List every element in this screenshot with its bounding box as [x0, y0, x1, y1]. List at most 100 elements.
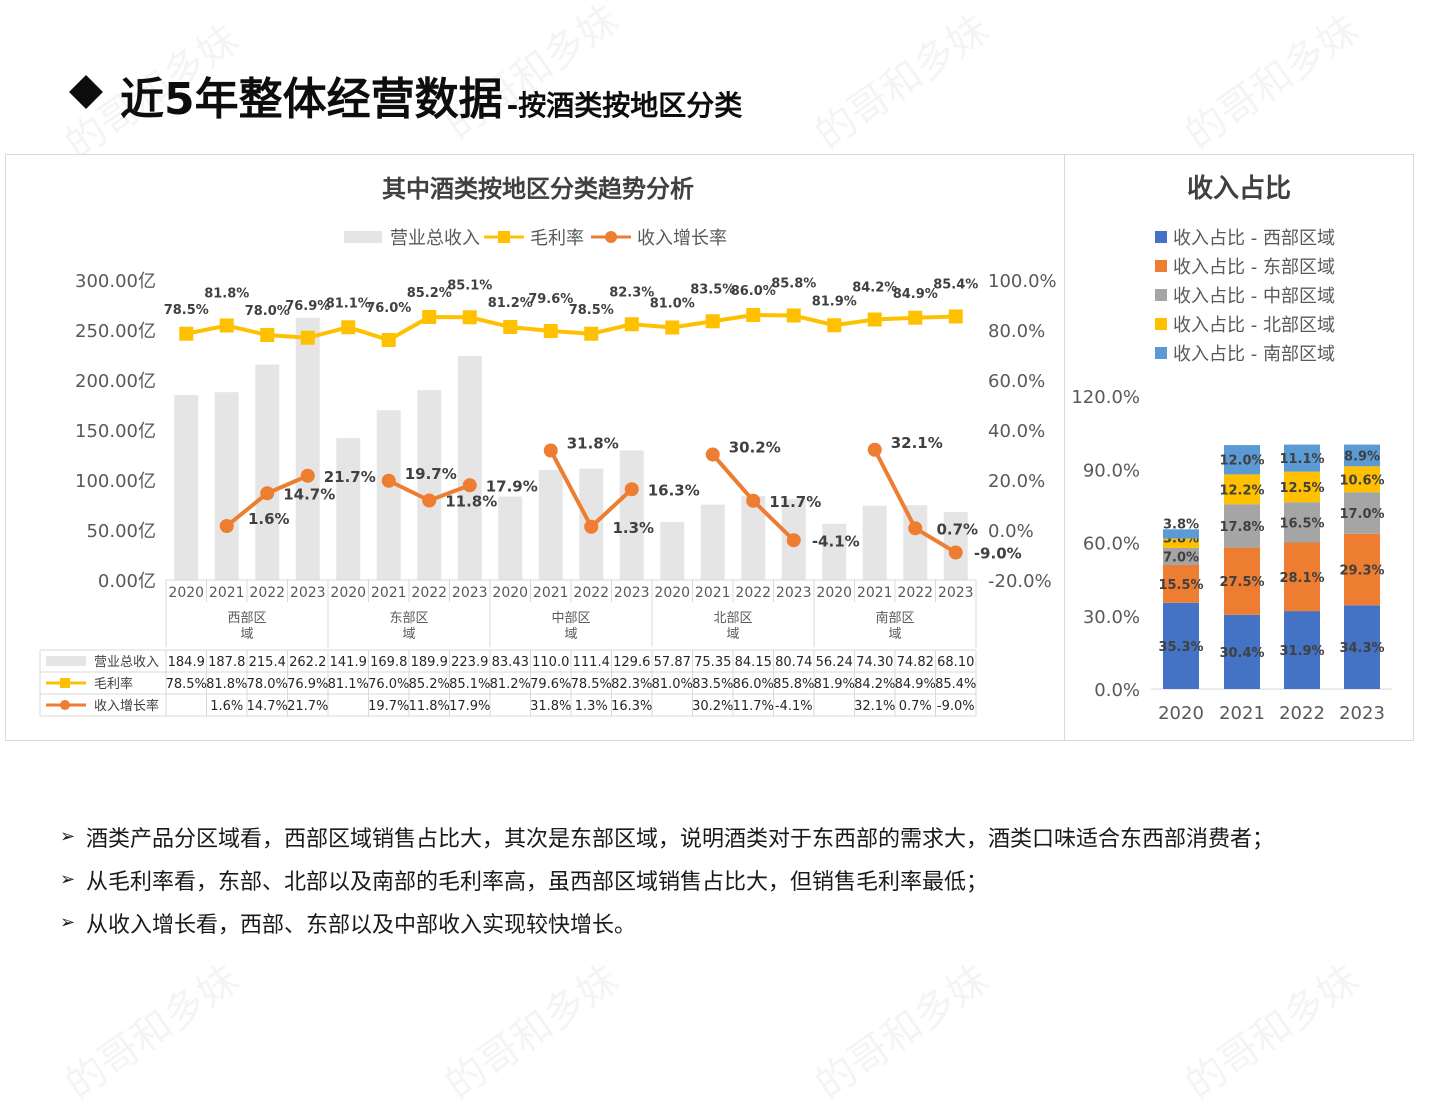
gross-margin-marker: [341, 320, 356, 335]
revenue-bar: [903, 505, 928, 580]
growth-rate-label: 16.3%: [648, 481, 700, 499]
table-cell: 81.8%: [206, 677, 247, 692]
x-year-label: 2021: [695, 585, 731, 601]
stacked-y-tick-label: 30.0%: [1083, 607, 1140, 628]
table-cell: 84.9%: [895, 677, 936, 692]
x-year-label: 2021: [857, 585, 893, 601]
gross-margin-label: 85.1%: [447, 278, 492, 293]
stacked-bar-label: 10.6%: [1339, 473, 1384, 488]
growth-rate-label: 17.9%: [486, 477, 538, 495]
growth-rate-marker: [786, 533, 801, 548]
growth-rate-label: 30.2%: [729, 439, 781, 457]
table-cell: 82.3%: [611, 677, 652, 692]
stacked-bar-label: 12.5%: [1279, 481, 1324, 496]
growth-rate-label: -4.1%: [812, 532, 860, 550]
stacked-legend-swatch: [1155, 347, 1167, 359]
table-cell: 169.8: [370, 655, 407, 670]
stacked-bar-label: 17.8%: [1219, 520, 1264, 535]
growth-rate-label: 11.8%: [445, 493, 497, 511]
watermark: 的哥和多妹: [431, 948, 628, 1110]
table-cell: 80.74: [775, 655, 812, 670]
growth-rate-label: 1.3%: [612, 519, 654, 537]
stacked-x-tick-label: 2022: [1279, 703, 1325, 724]
x-region-label: 南部区: [875, 610, 914, 626]
table-cell: 215.4: [249, 655, 286, 670]
x-year-label: 2020: [330, 585, 366, 601]
growth-rate-marker: [462, 478, 477, 493]
stacked-bar-segment: [1163, 529, 1199, 539]
growth-rate-label: 0.7%: [936, 520, 978, 538]
chart-title: 其中酒类按地区分类趋势分析: [382, 175, 694, 203]
growth-rate-marker: [543, 443, 558, 458]
stacked-y-tick-label: 60.0%: [1083, 534, 1140, 555]
stacked-legend-swatch: [1155, 231, 1167, 243]
arrow-bullet-icon: ➢: [60, 869, 76, 890]
table-cell: 184.9: [168, 655, 205, 670]
y-left-tick-label: 200.00亿: [75, 371, 156, 392]
stacked-x-tick-label: 2021: [1219, 703, 1265, 724]
stacked-legend-label: 收入占比 - 北部区域: [1173, 315, 1335, 336]
growth-rate-label: 14.7%: [283, 485, 335, 503]
legend-label: 收入增长率: [637, 228, 727, 249]
table-cell: 75.35: [694, 655, 731, 670]
watermark: 的哥和多妹: [51, 948, 248, 1110]
page-title: 近5年整体经营数据 -按酒类按地区分类: [66, 52, 742, 122]
table-cell: 74.30: [856, 655, 893, 670]
stacked-bar-segment: [1224, 504, 1260, 548]
stacked-bar-segment: [1284, 471, 1320, 503]
gross-margin-marker: [422, 310, 437, 324]
table-cell: 110.0: [532, 655, 569, 670]
table-cell: 84.15: [735, 655, 772, 670]
table-cell: 76.9%: [287, 677, 328, 692]
table-cell: 86.0%: [733, 677, 774, 692]
revenue-bar: [295, 317, 320, 580]
stacked-bar-label: 8.9%: [1344, 449, 1380, 464]
y-right-tick-label: 20.0%: [988, 471, 1045, 492]
gross-margin-marker: [746, 308, 761, 322]
table-cell: 85.2%: [409, 677, 450, 692]
table-cell: -9.0%: [937, 699, 975, 714]
gross-margin-label: 83.5%: [690, 282, 735, 297]
x-region-label: 东部区: [389, 611, 428, 626]
legend-label: 毛利率: [530, 228, 584, 249]
gross-margin-marker: [624, 317, 639, 332]
table-cell: 57.87: [654, 655, 691, 670]
stacked-bar-label: 31.9%: [1279, 644, 1324, 659]
gross-margin-label: 76.9%: [285, 299, 330, 314]
growth-rate-marker: [381, 473, 396, 488]
revenue-bar: [498, 496, 523, 580]
stacked-bar-label: 3.8%: [1163, 517, 1199, 532]
finding-text: 从毛利率看，东部、北部以及南部的毛利率高，虽西部区域销售占比大，但销售毛利率最低…: [86, 869, 989, 895]
gross-margin-label: 85.4%: [933, 278, 978, 293]
y-left-tick-label: 50.00亿: [86, 521, 156, 542]
stacked-bar-label: 15.5%: [1158, 578, 1203, 593]
table-cell: 85.8%: [773, 677, 814, 692]
table-cell: 78.5%: [571, 677, 612, 692]
x-year-label: 2020: [492, 585, 528, 601]
y-right-tick-label: 100.0%: [988, 271, 1057, 292]
stacked-chart-title: 收入占比: [1187, 174, 1291, 204]
arrow-bullet-icon: ➢: [60, 826, 76, 847]
revenue-bar: [660, 522, 685, 580]
table-cell: 187.8: [208, 655, 245, 670]
revenue-bar: [376, 410, 401, 580]
stacked-bar-segment: [1163, 564, 1199, 603]
growth-rate-marker: [705, 447, 720, 462]
growth-rate-marker: [948, 545, 963, 560]
y-right-tick-label: -20.0%: [988, 571, 1052, 592]
finding-item: ➢ 从收入增长看，西部、东部以及中部收入实现较快增长。: [60, 901, 1400, 944]
table-cell: 83.43: [492, 655, 529, 670]
stacked-bar-segment: [1224, 474, 1260, 505]
watermark: 的哥和多妹: [801, 948, 998, 1110]
stacked-bar-label: 12.2%: [1219, 483, 1264, 498]
growth-rate-marker: [867, 442, 882, 457]
revenue-bar: [174, 395, 199, 580]
x-region-label: 域: [726, 627, 739, 642]
table-legend-square: [60, 678, 70, 688]
legend-marker-square: [498, 231, 510, 243]
table-cell: 189.9: [411, 655, 448, 670]
gross-margin-label: 82.3%: [609, 285, 654, 300]
revenue-bar: [417, 390, 442, 580]
stacked-bar-segment: [1344, 444, 1380, 467]
